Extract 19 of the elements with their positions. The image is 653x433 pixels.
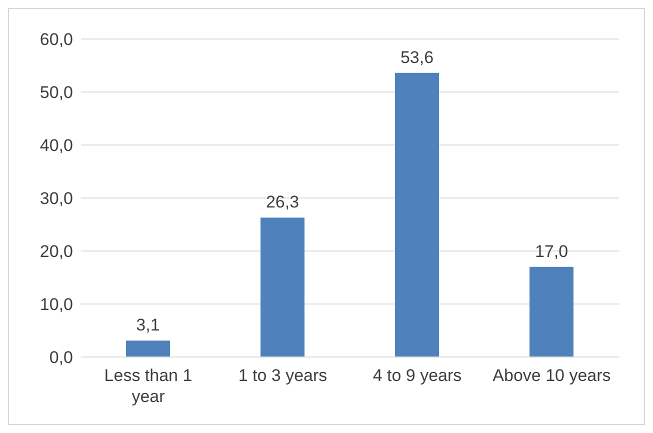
data-label: 17,0	[534, 242, 568, 261]
x-tick-label: 1 to 3 years	[238, 366, 328, 385]
data-label: 26,3	[266, 192, 300, 212]
x-tick-label: Above 10 years	[492, 366, 611, 385]
data-label: 3,1	[136, 316, 160, 335]
x-tick-label: 4 to 9 years	[372, 366, 462, 385]
y-tick-label: 20,0	[40, 242, 73, 262]
y-tick-label: 0,0	[49, 348, 73, 368]
y-tick-label: 30,0	[40, 189, 73, 208]
y-tick-label: 60,0	[40, 30, 73, 50]
y-tick-label: 40,0	[40, 136, 73, 156]
y-tick-label: 10,0	[40, 295, 73, 314]
bar	[395, 72, 439, 357]
x-tick-label: Less than 1 year	[104, 366, 192, 406]
y-tick-label: 50,0	[40, 83, 73, 102]
bar	[126, 340, 170, 357]
data-label: 53,6	[400, 48, 434, 67]
bar	[530, 266, 574, 357]
bar	[260, 218, 304, 357]
